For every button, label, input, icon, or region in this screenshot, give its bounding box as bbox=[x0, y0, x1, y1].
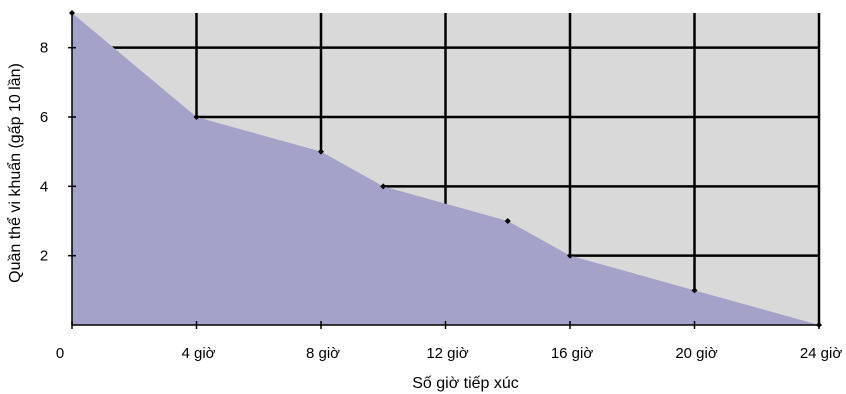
data-point bbox=[318, 148, 324, 155]
x-tick-label: 12 giờ bbox=[426, 345, 469, 362]
x-axis-title: Số giờ tiếp xúc bbox=[412, 375, 519, 392]
x-tick-label: 20 giờ bbox=[675, 345, 718, 362]
data-point bbox=[380, 183, 387, 190]
x-tick-label: 24 giờ bbox=[800, 345, 843, 362]
y-axis: 2 4 6 8 bbox=[40, 13, 76, 325]
y-tick-label: 8 bbox=[40, 40, 48, 57]
data-point bbox=[691, 287, 698, 294]
y-tick-label: 2 bbox=[40, 248, 48, 265]
x-tick-label: 16 giờ bbox=[551, 345, 594, 362]
y-tick-label: 4 bbox=[40, 178, 48, 195]
data-point bbox=[504, 218, 511, 224]
data-area bbox=[72, 13, 819, 325]
x-tick-label: 4 giờ bbox=[181, 345, 215, 362]
data-point bbox=[567, 252, 573, 259]
x-axis: 0 4 giờ 8 giờ 12 giờ 16 giờ 20 giờ 24 giờ bbox=[56, 321, 843, 362]
x-tick-label: 8 giờ bbox=[306, 345, 340, 362]
data-point bbox=[193, 114, 200, 120]
x-tick-label: 0 bbox=[56, 345, 64, 362]
y-tick-label: 6 bbox=[40, 109, 48, 126]
y-axis-title: Quần thể vi khuẩn (gấp 10 lần) bbox=[6, 63, 24, 283]
